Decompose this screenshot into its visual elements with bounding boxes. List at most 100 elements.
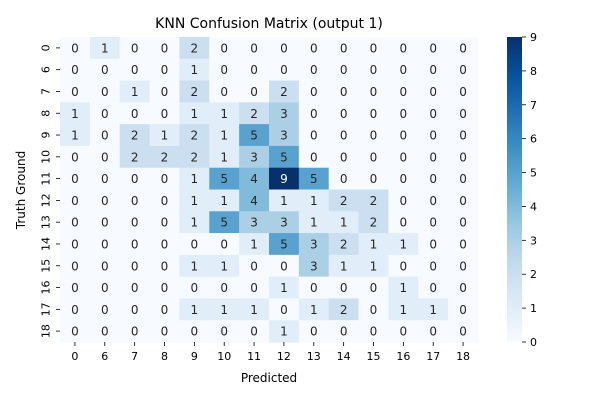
- heatmap-cell: [119, 211, 151, 234]
- cell-value-label: 0: [370, 107, 378, 121]
- cell-value-label: 1: [250, 237, 258, 251]
- cell-value-label: 0: [71, 259, 79, 273]
- cell-value-label: 0: [161, 237, 169, 251]
- cell-value-label: 2: [340, 194, 348, 208]
- cell-value-label: 0: [250, 41, 258, 55]
- heatmap-cell: [269, 145, 300, 169]
- cell-value-label: 0: [459, 107, 467, 121]
- heatmap-cell: [149, 80, 181, 103]
- heatmap-cell: [60, 37, 91, 60]
- heatmap-cell: [179, 37, 210, 60]
- cell-value-label: 0: [400, 259, 408, 273]
- cell-value-label: 1: [220, 129, 228, 143]
- cell-value-label: 0: [340, 107, 348, 121]
- heatmap-cell: [358, 102, 390, 125]
- heatmap-cell: [209, 167, 240, 191]
- heatmap-cell: [119, 320, 151, 343]
- cell-value-label: 0: [400, 41, 408, 55]
- heatmap-cell: [358, 233, 390, 256]
- colorbar-tick-label: 8: [530, 65, 537, 78]
- colorbar-tick-label: 3: [530, 234, 537, 247]
- cell-value-label: 0: [71, 63, 79, 77]
- cell-value-label: 0: [220, 325, 228, 339]
- cell-value-label: 0: [310, 41, 318, 55]
- cell-value-label: 0: [370, 41, 378, 55]
- cell-value-label: 0: [220, 237, 228, 251]
- heatmap-cell: [298, 58, 330, 82]
- heatmap-cell: [269, 298, 300, 321]
- heatmap-cell: [209, 80, 240, 103]
- heatmap-cell: [89, 254, 121, 278]
- heatmap-cell: [298, 124, 330, 147]
- heatmap-cell: [418, 254, 449, 278]
- heatmap-cell: [418, 189, 449, 212]
- cell-value-label: 0: [101, 107, 109, 121]
- heatmap-cell: [298, 102, 330, 125]
- cell-value-label: 1: [250, 303, 258, 317]
- x-tick-label: 16: [396, 350, 410, 363]
- heatmap-cell: [149, 254, 181, 278]
- cell-value-label: 1: [370, 237, 378, 251]
- heatmap-cell: [60, 124, 91, 147]
- heatmap-cell: [89, 233, 121, 256]
- heatmap-cell: [388, 145, 419, 169]
- heatmap-cell: [179, 298, 210, 321]
- heatmap-cell: [328, 80, 360, 103]
- cell-value-label: 0: [101, 259, 109, 273]
- cell-value-label: 0: [370, 281, 378, 295]
- cell-value-label: 1: [280, 281, 288, 295]
- heatmap-cell: [119, 276, 151, 300]
- cell-value-label: 0: [71, 281, 79, 295]
- cell-value-label: 0: [400, 325, 408, 339]
- cell-value-label: 0: [340, 63, 348, 77]
- heatmap-cell: [418, 37, 449, 60]
- cell-value-label: 1: [191, 172, 199, 186]
- heatmap-cell: [179, 80, 210, 103]
- heatmap-cell: [358, 320, 390, 343]
- heatmap-cell: [388, 276, 419, 300]
- y-tick-label: 6: [40, 66, 53, 73]
- cell-value-label: 0: [131, 259, 139, 273]
- heatmap-cell: [239, 276, 270, 300]
- heatmap-cell: [239, 254, 270, 278]
- heatmap-cell: [358, 298, 390, 321]
- heatmap-cell: [89, 320, 121, 343]
- cell-value-label: 0: [71, 216, 79, 230]
- cell-value-label: 0: [220, 85, 228, 99]
- cell-value-label: 0: [370, 129, 378, 143]
- heatmap-cell: [298, 145, 330, 169]
- colorbar-ticks: 0 1 2 3 4 5 6 7 8 9: [522, 31, 537, 349]
- heatmap-cell: [239, 58, 270, 82]
- colorbar-tick-label: 6: [530, 133, 537, 146]
- heatmap-cell: [418, 276, 449, 300]
- cell-value-label: 1: [220, 194, 228, 208]
- cell-value-label: 0: [250, 325, 258, 339]
- cell-value-label: 2: [191, 129, 199, 143]
- heatmap-cell: [60, 145, 91, 169]
- heatmap-cell: [209, 254, 240, 278]
- cell-value-label: 0: [459, 129, 467, 143]
- heatmap-cell: [60, 298, 91, 321]
- cell-value-label: 1: [310, 194, 318, 208]
- cell-value-label: 0: [459, 325, 467, 339]
- heatmap-cell: [89, 102, 121, 125]
- heatmap-cell: [328, 211, 360, 234]
- heatmap-cell: [239, 189, 270, 212]
- cell-value-label: 4: [250, 172, 258, 186]
- heatmap-cell: [328, 145, 360, 169]
- cell-value-label: 0: [71, 150, 79, 164]
- heatmap-cell: [358, 276, 390, 300]
- heatmap-cell: [388, 189, 419, 212]
- cell-value-label: 2: [191, 41, 199, 55]
- heatmap-cell: [388, 211, 419, 234]
- heatmap-cell: [60, 276, 91, 300]
- heatmap-cell: [209, 298, 240, 321]
- cell-value-label: 2: [370, 194, 378, 208]
- cell-value-label: 0: [459, 150, 467, 164]
- heatmap-cell: [328, 37, 360, 60]
- heatmap-cell: [209, 189, 240, 212]
- x-tick-label: 8: [161, 350, 168, 363]
- cell-value-label: 0: [161, 41, 169, 55]
- heatmap-cell: [179, 211, 210, 234]
- heatmap-cell: [239, 80, 270, 103]
